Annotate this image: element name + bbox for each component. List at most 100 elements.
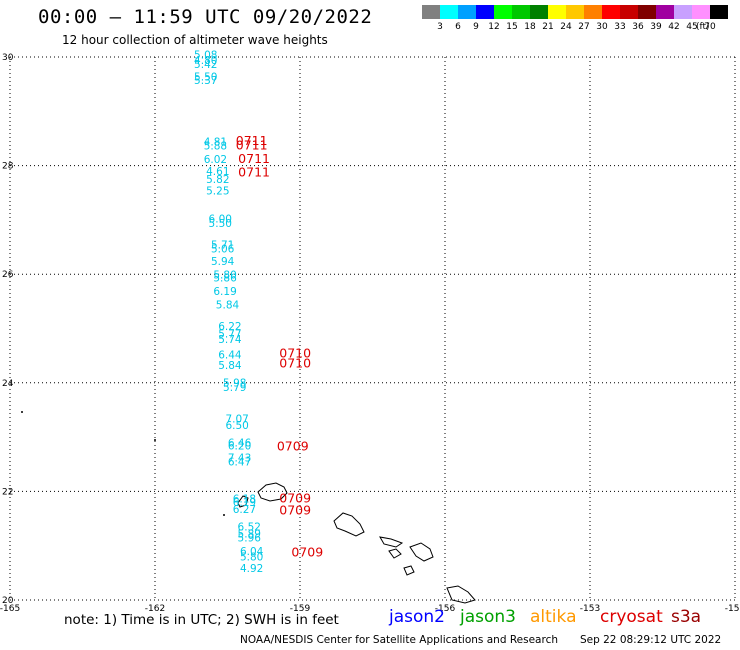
lon-tick-label: -153 bbox=[580, 604, 600, 614]
island-outline bbox=[388, 548, 402, 559]
pass-time-label: 0711 bbox=[236, 137, 268, 152]
legend-swatch bbox=[674, 5, 692, 19]
wave-height-label: 5.82 bbox=[206, 174, 229, 186]
wave-height-label: 5.08 bbox=[194, 50, 217, 62]
legend-label: 36 bbox=[632, 22, 644, 32]
lat-tick-label: 24 bbox=[2, 379, 14, 389]
lon-tick-label: -150 bbox=[725, 604, 740, 614]
wave-height-label: 6.20 bbox=[228, 441, 251, 453]
legend-label: 33 bbox=[614, 22, 626, 32]
legend-swatch bbox=[458, 5, 476, 19]
pass-time-label: 0711 bbox=[236, 133, 268, 148]
wave-height-label: 5.37 bbox=[194, 75, 217, 87]
islet-dot bbox=[223, 514, 225, 516]
legend-label: 21 bbox=[542, 22, 554, 32]
wave-height-label: 5.84 bbox=[218, 360, 242, 372]
wave-height-label: 6.50 bbox=[225, 420, 248, 432]
island-outline bbox=[333, 512, 365, 537]
wave-height-label: 5.42 bbox=[194, 59, 217, 71]
wave-height-label: 6.46 bbox=[228, 437, 252, 449]
note-text: note: 1) Time is in UTC; 2) SWH is in fe… bbox=[64, 612, 339, 628]
wave-height-label: 5.89 bbox=[238, 529, 261, 541]
legend-swatch bbox=[656, 5, 674, 19]
wave-height-label: 5.71 bbox=[211, 240, 234, 252]
pass-time-label: 0710 bbox=[279, 356, 311, 371]
lon-tick-label: -156 bbox=[435, 604, 456, 614]
legend-label: 6 bbox=[455, 22, 461, 32]
wave-height-label: 6.52 bbox=[238, 521, 261, 533]
wave-height-label: 6.44 bbox=[218, 349, 242, 361]
wave-height-label: 6.19 bbox=[233, 497, 256, 509]
legend-label: 15 bbox=[506, 22, 518, 32]
wave-height-label: 6.19 bbox=[213, 286, 236, 298]
pass-time-label: 0710 bbox=[279, 345, 311, 360]
legend-swatch bbox=[710, 5, 728, 19]
wave-height-label: 4.81 bbox=[204, 137, 227, 149]
legend-label: 70 bbox=[704, 22, 716, 32]
wave-height-label: 6.04 bbox=[240, 546, 264, 558]
satellite-jason2: jason2 bbox=[389, 607, 445, 627]
wave-height-label: 6.27 bbox=[233, 504, 256, 516]
wave-height-label: 5.98 bbox=[223, 378, 246, 390]
lat-tick-label: 20 bbox=[2, 596, 14, 606]
wave-height-label: 4.92 bbox=[240, 563, 263, 575]
wave-height-label: 5.06 bbox=[211, 243, 235, 255]
wave-height-label: 5.74 bbox=[218, 334, 242, 346]
wave-height-label: 6.18 bbox=[233, 493, 256, 505]
lat-tick-label: 30 bbox=[2, 53, 14, 63]
map-title: 00:00 – 11:59 UTC 09/20/2022 bbox=[38, 6, 373, 28]
legend-label: 9 bbox=[473, 22, 479, 32]
legend-swatch bbox=[602, 5, 620, 19]
wave-height-label: 5.80 bbox=[213, 270, 236, 282]
wave-height-label: 5.80 bbox=[240, 551, 263, 563]
wave-height-label: 5.96 bbox=[238, 532, 262, 544]
legend-label: 30 bbox=[596, 22, 608, 32]
legend-swatch bbox=[476, 5, 494, 19]
pass-time-label: 0711 bbox=[238, 164, 270, 179]
legend-swatch bbox=[692, 5, 710, 19]
wave-height-label: 7.07 bbox=[225, 413, 248, 425]
legend-label: 39 bbox=[650, 22, 662, 32]
legend-label: 3 bbox=[437, 22, 443, 32]
legend-label: 12 bbox=[488, 22, 500, 32]
legend-swatch bbox=[584, 5, 602, 19]
lon-tick-label: -159 bbox=[290, 604, 311, 614]
wave-height-label: 5.77 bbox=[218, 329, 241, 341]
legend-swatch bbox=[530, 5, 548, 19]
lat-tick-label: 28 bbox=[2, 162, 14, 172]
lon-tick-label: -162 bbox=[145, 604, 165, 614]
legend-swatch bbox=[620, 5, 638, 19]
legend-swatch bbox=[440, 5, 458, 19]
lon-tick-label: -165 bbox=[0, 604, 20, 614]
legend-unit: (ft) bbox=[696, 22, 710, 32]
satellite-altika: altika bbox=[530, 607, 577, 627]
satellite-cryosat: cryosat bbox=[600, 607, 663, 627]
pass-time-label: 0709 bbox=[279, 490, 311, 505]
legend-swatch bbox=[566, 5, 584, 19]
islet-dot bbox=[154, 439, 156, 441]
pass-time-label: 0709 bbox=[291, 545, 323, 560]
wave-height-label: 5.50 bbox=[194, 71, 217, 83]
lat-tick-label: 26 bbox=[2, 270, 14, 280]
wave-height-label: 7.43 bbox=[228, 453, 251, 465]
legend-label: 45 bbox=[686, 22, 698, 32]
wave-height-label: 4.80 bbox=[194, 55, 217, 67]
timestamp: Sep 22 08:29:12 UTC 2022 bbox=[580, 634, 722, 646]
island-outline bbox=[409, 542, 434, 562]
wave-height-label: 5.94 bbox=[211, 256, 235, 268]
island-outline bbox=[257, 482, 288, 502]
island-outline bbox=[379, 536, 404, 548]
satellite-s3a: s3a bbox=[671, 607, 702, 627]
pass-time-label: 0709 bbox=[277, 439, 309, 454]
wave-height-label: 5.25 bbox=[206, 185, 229, 197]
wave-height-label: 6.02 bbox=[204, 154, 227, 166]
island-outline bbox=[237, 495, 249, 508]
wave-height-label: 5.88 bbox=[204, 140, 227, 152]
island-outline bbox=[403, 565, 415, 576]
legend-swatch bbox=[512, 5, 530, 19]
legend-swatch bbox=[638, 5, 656, 19]
legend-label: 18 bbox=[524, 22, 536, 32]
wave-height-label: 5.50 bbox=[209, 218, 232, 230]
wave-height-label: 6.00 bbox=[209, 214, 232, 226]
